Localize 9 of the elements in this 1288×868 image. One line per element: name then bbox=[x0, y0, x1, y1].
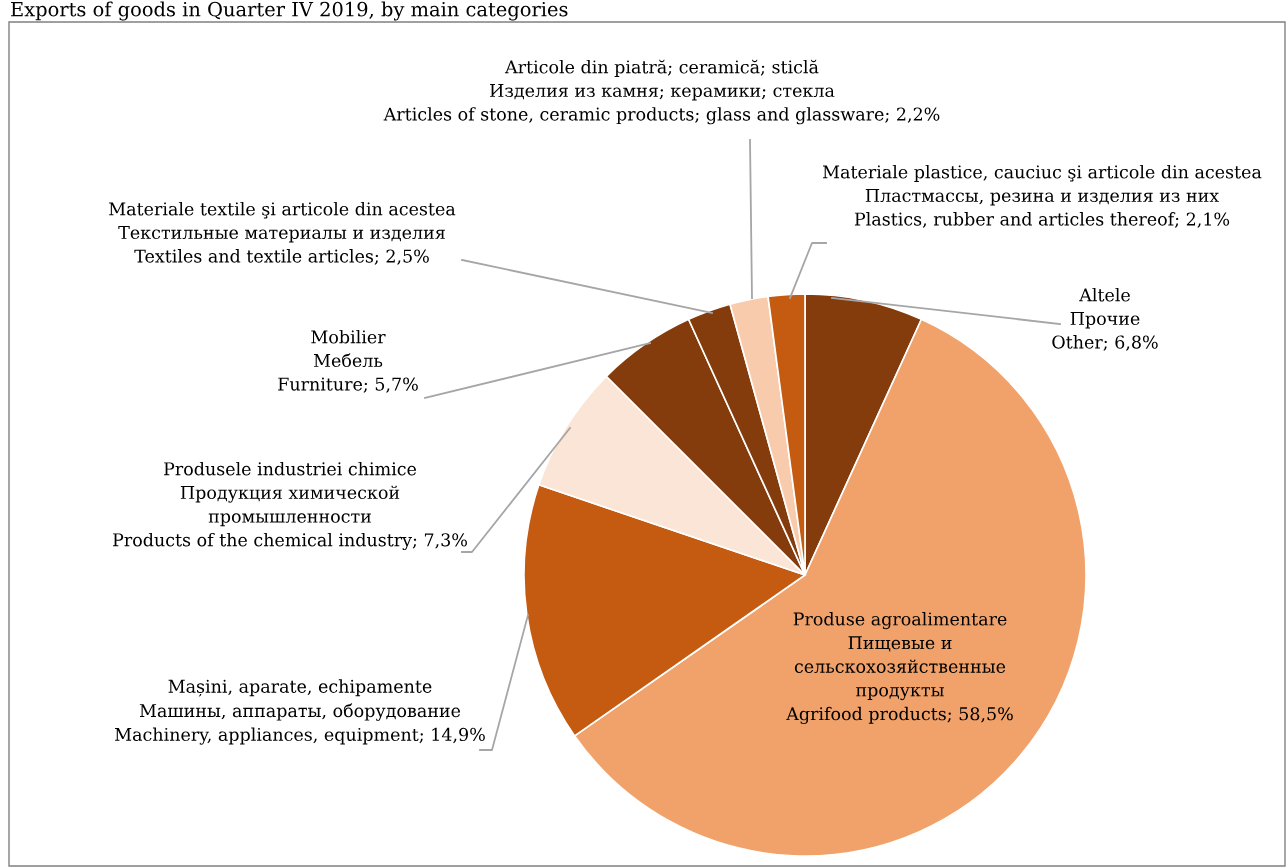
chart-title: Exports of goods in Quarter IV 2019, by main categories bbox=[11, 1, 568, 21]
slice-label: Produse agroalimentare Пищевые и сельскохозяйственные продукты Agrifood products; 58,5% bbox=[786, 611, 1013, 725]
slice-label: Mobilier Мебель Furniture; 5,7% bbox=[278, 329, 418, 393]
slice-label: Materiale plastice, cauciuc şi articole din acestea Пластмассы, резина и изделия из них Plastics, rubber and articles thereof; 2,1% bbox=[822, 164, 1262, 228]
slice-label: Materiale textile şi articole din acestea Текстильные материалы и изделия Textiles and textile articles; 2,5% bbox=[109, 201, 456, 265]
slice-label: Altele Прочие Other; 6,8% bbox=[1052, 287, 1158, 351]
slice-label: Produsele industriei chimice Продукция химической промышленности Products of the chemical industry; 7,3% bbox=[113, 461, 467, 551]
slice-label: Mașini, aparate, echipamente Машины, аппараты, оборудование Machinery, appliances, equipment; 14,9% bbox=[115, 679, 485, 745]
slice-label: Articole din piatră; ceramică; sticlă Изделия из камня; керамики; стекла Articles of stone, ceramic products; glass and glassware; 2,2% bbox=[383, 59, 940, 125]
